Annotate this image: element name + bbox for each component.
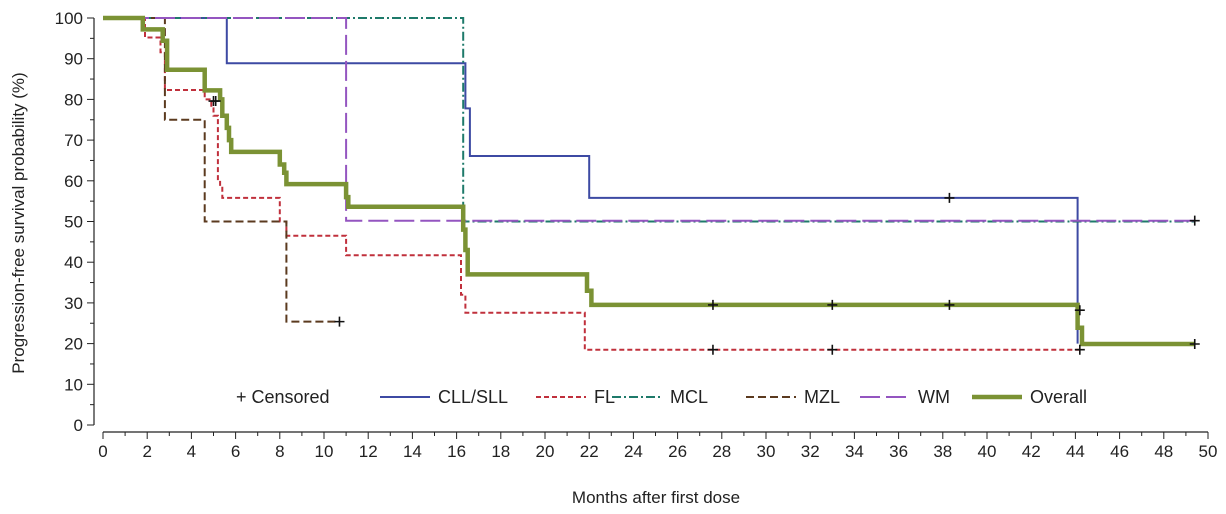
y-tick-label: 0 xyxy=(74,416,83,435)
censor-mark xyxy=(707,344,718,355)
y-tick-label: 70 xyxy=(64,131,83,150)
x-tick-label: 22 xyxy=(580,442,599,461)
x-tick-label: 46 xyxy=(1110,442,1129,461)
censor-mark xyxy=(1074,305,1085,316)
y-tick-label: 20 xyxy=(64,335,83,354)
y-tick-label: 10 xyxy=(64,375,83,394)
y-tick-label: 90 xyxy=(64,50,83,69)
y-tick-label: 50 xyxy=(64,213,83,232)
series-cll-sll-line xyxy=(103,17,1079,344)
series-overall-line xyxy=(103,15,1195,347)
y-tick-label: 30 xyxy=(64,294,83,313)
x-tick-label: 48 xyxy=(1154,442,1173,461)
y-axis-title: Progression-free survival probability (%… xyxy=(9,72,28,373)
x-tick-label: 20 xyxy=(536,442,555,461)
x-tick-label: 44 xyxy=(1066,442,1085,461)
censor-mark xyxy=(827,344,838,355)
survival-curves xyxy=(103,15,1195,351)
y-tick-label: 100 xyxy=(55,9,83,28)
series-fl-line xyxy=(103,17,1080,351)
x-tick-label: 26 xyxy=(668,442,687,461)
censor-mark xyxy=(944,299,955,310)
x-tick-label: 32 xyxy=(801,442,820,461)
x-tick-label: 30 xyxy=(757,442,776,461)
x-tick-label: 0 xyxy=(98,442,107,461)
legend-label: WM xyxy=(918,387,950,407)
x-tick-label: 24 xyxy=(624,442,643,461)
x-tick-label: 50 xyxy=(1199,442,1218,461)
series-wm-line xyxy=(103,17,1195,222)
legend-label: FL xyxy=(594,387,615,407)
y-tick-label: 60 xyxy=(64,172,83,191)
censor-mark xyxy=(208,96,219,107)
x-tick-label: 6 xyxy=(231,442,240,461)
x-tick-label: 4 xyxy=(187,442,196,461)
x-tick-label: 12 xyxy=(359,442,378,461)
censor-mark xyxy=(334,316,345,327)
axes: 0 2 4 6 8 10 12 14 16 18 20 22 24 26 28 30 32 34 36 38 40 42 4… xyxy=(55,9,1218,461)
x-tick-label: 18 xyxy=(491,442,510,461)
x-axis-title: Months after first dose xyxy=(572,488,740,507)
legend-label: CLL/SLL xyxy=(438,387,508,407)
x-tick-label: 28 xyxy=(712,442,731,461)
x-tick-label: 42 xyxy=(1022,442,1041,461)
x-tick-label: 34 xyxy=(845,442,864,461)
legend-label: MCL xyxy=(670,387,708,407)
series-mcl-line xyxy=(103,17,1195,223)
censor-mark xyxy=(1074,344,1085,355)
censor-marks xyxy=(208,96,1200,355)
censor-mark xyxy=(944,192,955,203)
censor-mark xyxy=(1189,215,1200,226)
x-tick-label: 16 xyxy=(447,442,466,461)
x-tick-label: 2 xyxy=(142,442,151,461)
censor-mark xyxy=(707,299,718,310)
x-tick-label: 36 xyxy=(889,442,908,461)
legend-label: MZL xyxy=(804,387,840,407)
x-tick-label: 8 xyxy=(275,442,284,461)
x-tick-label: 14 xyxy=(403,442,422,461)
x-tick-label: 38 xyxy=(933,442,952,461)
y-tick-label: 80 xyxy=(64,90,83,109)
y-tick-label: 40 xyxy=(64,253,83,272)
legend-label: Overall xyxy=(1030,387,1087,407)
x-tick-label: 40 xyxy=(978,442,997,461)
censor-mark xyxy=(827,299,838,310)
legend-label: + Censored xyxy=(236,387,330,407)
x-tick-label: 10 xyxy=(315,442,334,461)
censor-mark xyxy=(1189,339,1200,350)
legend: + Censored CLL/SLL FL MCL MZL WM Overall xyxy=(236,387,1087,407)
